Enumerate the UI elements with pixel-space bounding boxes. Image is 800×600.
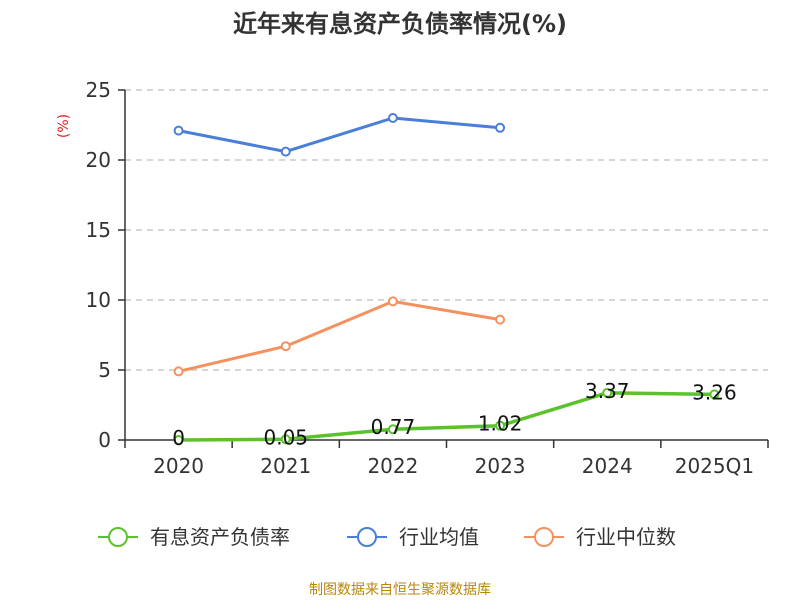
- x-tick-labels: 2020 2021 2022 2023 2024 2025Q1: [153, 454, 754, 478]
- y-tick-label: 20: [86, 148, 111, 172]
- series-1: [173, 113, 506, 157]
- data-point: [280, 434, 291, 445]
- data-point: [173, 125, 184, 136]
- legend-marker: [108, 527, 128, 547]
- y-tick-label: 25: [86, 78, 111, 102]
- data-label: 0: [172, 426, 185, 450]
- data-point: [495, 122, 506, 133]
- series-layer: [173, 113, 720, 445]
- series-line: [178, 391, 715, 442]
- legend-marker: [357, 527, 377, 547]
- data-point: [173, 366, 184, 377]
- legend-label: 行业均值: [399, 525, 479, 549]
- legend-label: 有息资产负债率: [150, 525, 290, 549]
- x-tick-label: 2020: [153, 454, 204, 478]
- data-point: [387, 296, 398, 307]
- series-2: [173, 296, 506, 377]
- data-point: [387, 424, 398, 435]
- legend: 有息资产负债率 行业均值 行业中位数: [98, 525, 676, 549]
- legend-item-2[interactable]: 行业中位数: [524, 525, 676, 549]
- data-point: [495, 420, 506, 431]
- grid-lines: [125, 89, 768, 371]
- x-tick-label: 2022: [367, 454, 418, 478]
- data-point: [387, 113, 398, 123]
- legend-marker: [534, 527, 554, 547]
- data-label: 1.02: [478, 412, 523, 436]
- source-note: 制图数据来自恒生聚源数据库: [309, 582, 491, 598]
- legend-label: 行业中位数: [576, 525, 676, 549]
- y-tick-label: 10: [86, 288, 111, 312]
- data-point: [495, 314, 506, 325]
- data-label: 3.26: [692, 380, 737, 404]
- y-tick-labels: 0 5 10 15 20 25: [86, 78, 111, 452]
- data-label: 0.77: [371, 415, 416, 439]
- y-tick-label: 5: [98, 358, 111, 382]
- y-tick-label: 0: [98, 428, 111, 452]
- data-point: [280, 341, 291, 352]
- data-point: [280, 146, 291, 157]
- data-point: [709, 389, 720, 400]
- legend-item-0[interactable]: 有息资产负债率: [98, 525, 290, 549]
- chart-title: 近年来有息资产负债率情况(%): [233, 10, 567, 38]
- series-0: [173, 387, 720, 445]
- y-tick-label: 15: [86, 218, 111, 242]
- data-labels: 0 0.05 0.77 1.02 3.37 3.26: [172, 379, 736, 450]
- series-line: [178, 299, 501, 373]
- data-label: 0.05: [263, 425, 308, 449]
- data-label: 3.37: [585, 379, 630, 403]
- data-point: [602, 387, 613, 398]
- legend-item-1[interactable]: 行业均值: [347, 525, 479, 549]
- x-tick-label: 2023: [475, 454, 526, 478]
- x-tick-label: 2024: [582, 454, 633, 478]
- y-axis-label: (%): [56, 114, 72, 138]
- x-tick-label: 2021: [260, 454, 311, 478]
- series-line: [178, 116, 501, 154]
- x-tick-label: 2025Q1: [675, 454, 754, 478]
- data-point: [173, 435, 184, 445]
